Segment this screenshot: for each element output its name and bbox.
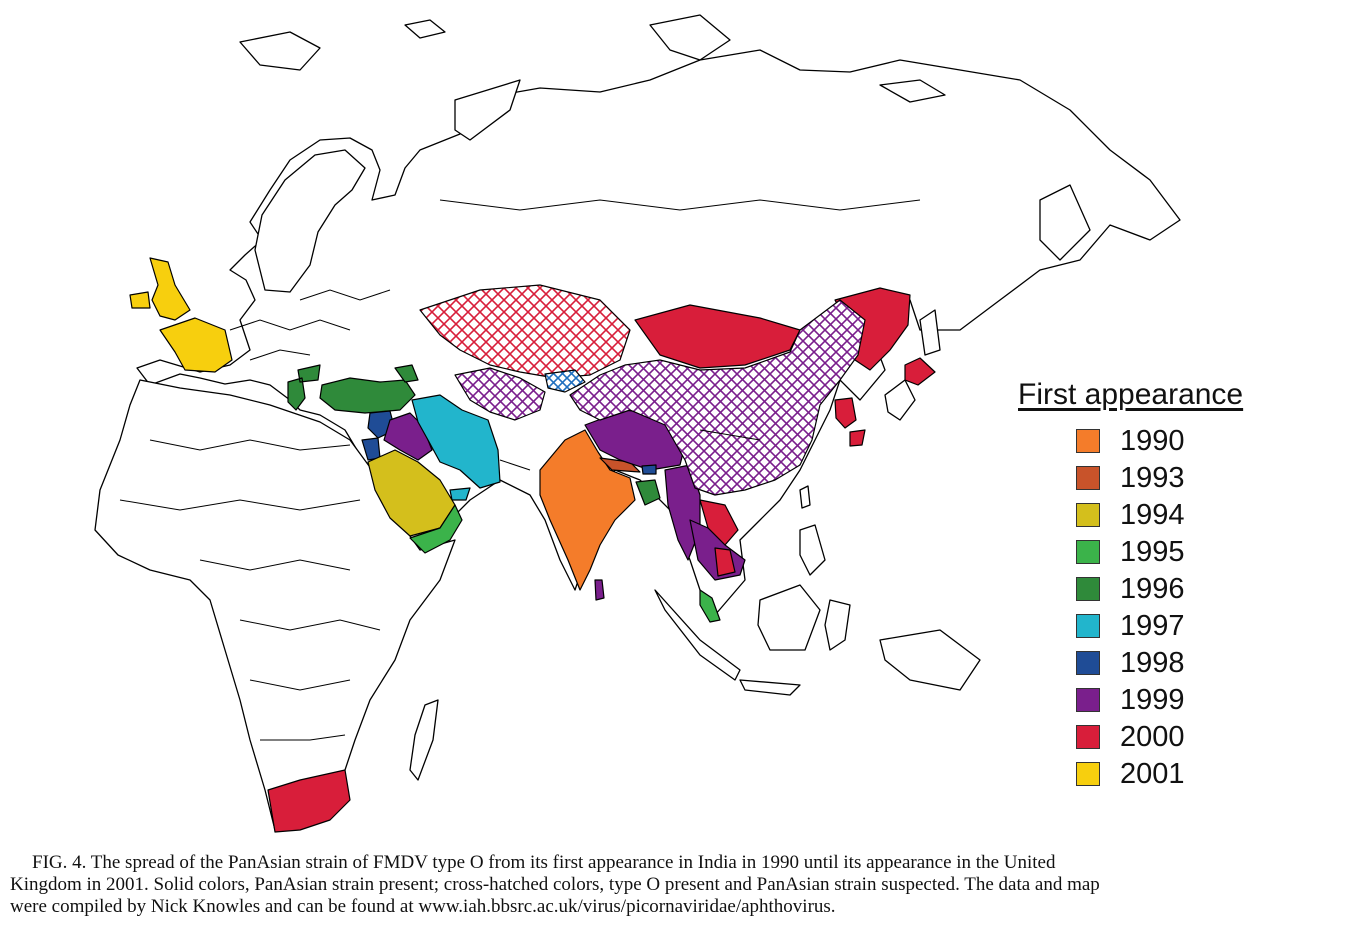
arctic-islands-5 <box>879 79 946 103</box>
region-south-africa <box>267 769 351 833</box>
sumatra <box>654 589 741 681</box>
region-greece-balkans <box>287 364 321 411</box>
legend-item-2000: 2000 <box>1076 720 1185 753</box>
philippines <box>799 524 826 576</box>
region-laos <box>699 499 739 546</box>
legend-swatch <box>1076 688 1100 712</box>
region-mongolia <box>634 304 801 369</box>
legend-year: 1994 <box>1120 498 1185 531</box>
legend-year: 1993 <box>1120 461 1185 494</box>
scandinavia <box>254 149 366 293</box>
legend-swatch <box>1076 540 1100 564</box>
new-guinea <box>879 629 981 691</box>
legend-year: 2000 <box>1120 720 1185 753</box>
legend-year: 1998 <box>1120 646 1185 679</box>
japan-north <box>884 379 916 421</box>
caption-line-2: Kingdom in 2001. Solid colors, PanAsian … <box>10 874 1100 895</box>
region-china-hatched <box>569 299 866 496</box>
region-japan <box>849 357 936 447</box>
sulawesi <box>824 599 851 651</box>
java <box>739 679 801 696</box>
legend-swatch <box>1076 466 1100 490</box>
caption-line-3: were compiled by Nick Knowles and can be… <box>10 896 836 917</box>
region-yemen-oman <box>409 504 463 554</box>
arctic-islands-1 <box>239 31 321 71</box>
legend-item-1995: 1995 <box>1076 535 1185 568</box>
arctic-islands-2 <box>404 19 446 39</box>
legend-item-1993: 1993 <box>1076 461 1185 494</box>
legend-swatch <box>1076 503 1100 527</box>
sakhalin <box>919 309 941 356</box>
region-france <box>159 317 233 373</box>
region-bhutan <box>641 464 657 475</box>
legend-item-1998: 1998 <box>1076 646 1185 679</box>
legend-item-1994: 1994 <box>1076 498 1185 531</box>
region-uae <box>449 487 471 501</box>
legend-item-1997: 1997 <box>1076 609 1185 642</box>
legend-swatch <box>1076 725 1100 749</box>
legend-year: 1999 <box>1120 683 1185 716</box>
region-korea <box>834 397 857 429</box>
region-kyrgyzstan-hatched <box>544 369 586 393</box>
borneo <box>757 584 821 651</box>
kamchatka <box>1039 184 1091 261</box>
legend-year: 1990 <box>1120 424 1185 457</box>
legend-item-1990: 1990 <box>1076 424 1185 457</box>
legend: First appearance 1990 1993 1994 1995 1996 199… <box>1010 378 1270 790</box>
arctic-islands-4 <box>454 79 521 141</box>
legend-item-1999: 1999 <box>1076 683 1185 716</box>
legend-item-1996: 1996 <box>1076 572 1185 605</box>
region-caucasus <box>394 364 419 383</box>
legend-swatch <box>1076 762 1100 786</box>
internal-borders <box>119 199 921 741</box>
region-sri-lanka <box>594 579 605 601</box>
arctic-islands-3 <box>649 14 731 61</box>
caption-line-1: FIG. 4. The spread of the PanAsian strai… <box>32 852 1056 873</box>
legend-year: 1996 <box>1120 572 1185 605</box>
region-kazakhstan-hatched <box>419 284 631 379</box>
legend-title: First appearance <box>1018 378 1244 411</box>
figure-caption: FIG. 4. The spread of the PanAsian strai… <box>10 852 1338 918</box>
region-turkey <box>319 377 416 414</box>
taiwan <box>799 485 811 509</box>
region-bangladesh <box>635 479 661 506</box>
spread-map <box>94 14 1181 833</box>
region-vietnam-south <box>714 547 736 577</box>
region-nepal <box>599 457 641 473</box>
legend-swatch <box>1076 577 1100 601</box>
legend-swatch <box>1076 614 1100 638</box>
region-uk-ireland <box>129 257 191 321</box>
region-central-asia-hatched <box>454 367 546 421</box>
legend-item-2001: 2001 <box>1076 757 1185 790</box>
region-iran <box>411 394 501 489</box>
madagascar <box>409 699 439 781</box>
legend-year: 2001 <box>1120 757 1185 790</box>
region-malaysia <box>699 589 721 623</box>
legend-year: 1997 <box>1120 609 1185 642</box>
legend-swatch <box>1076 429 1100 453</box>
legend-year: 1995 <box>1120 535 1185 568</box>
legend-swatch <box>1076 651 1100 675</box>
region-india <box>539 429 636 591</box>
